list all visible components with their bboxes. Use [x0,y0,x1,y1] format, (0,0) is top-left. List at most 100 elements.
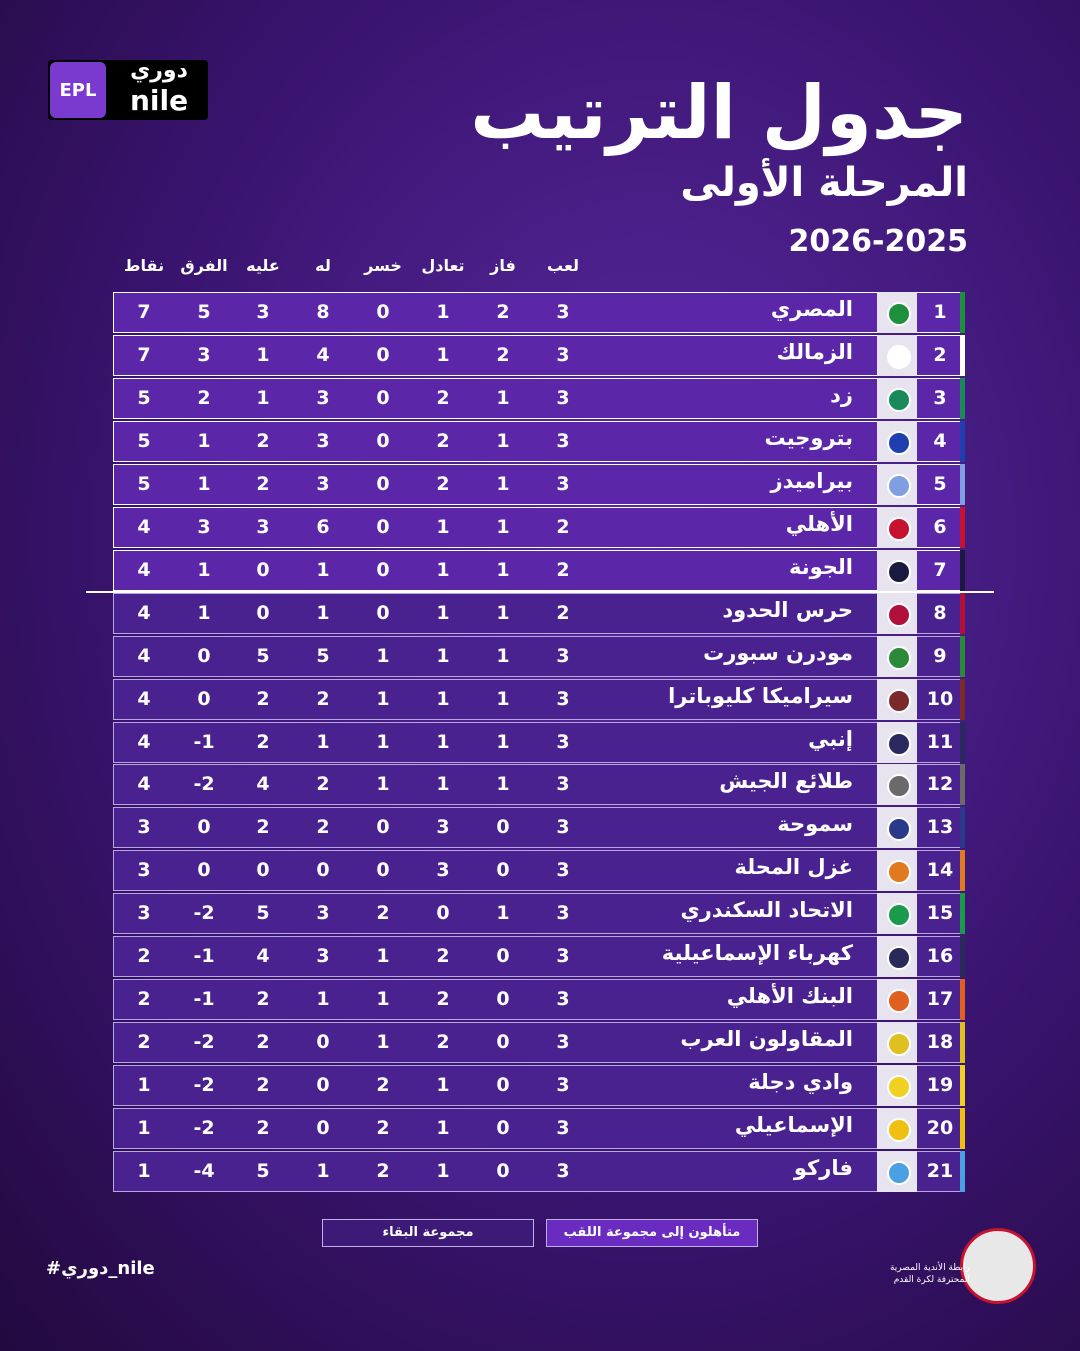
stat: 0 [376,515,390,538]
rank: 9 [933,644,947,667]
stat: 1 [496,472,510,495]
stat: 2 [256,816,270,839]
stat: 3 [137,816,151,839]
subtitle: المرحلة الأولى [680,160,968,206]
stat: 3 [256,515,270,538]
rank: 1 [933,301,947,323]
stat: 0 [496,1031,510,1054]
stat: 2 [137,945,151,968]
stat: 1 [496,730,510,753]
stat: -4 [193,1160,215,1182]
team-logo [877,936,917,978]
stat: 4 [137,644,151,667]
stat: 3 [556,644,570,667]
stat: 3 [556,301,570,323]
team-stripe [960,764,965,806]
stat: 0 [376,343,390,366]
stat: 3 [556,1117,570,1140]
federation-logo [960,1228,1036,1304]
column-header: له [315,256,331,275]
team-name: الأهلي [785,511,853,536]
stat: 2 [256,1074,270,1097]
team-stripe [960,979,965,1021]
rank: 11 [926,730,954,753]
stat: 0 [496,1160,510,1182]
table-row [113,506,965,548]
stat: 1 [436,1117,450,1140]
stat: 2 [556,601,570,624]
team-stripe [960,463,965,505]
team-stripe [960,549,965,591]
table-row [113,463,965,505]
stat: 2 [197,386,211,409]
table-row [113,1065,965,1107]
team-name: الزمالك [776,339,853,364]
table-row [113,850,965,892]
stat: 0 [496,859,510,882]
table-row [113,979,965,1021]
stat: 2 [556,515,570,538]
stat: 0 [436,902,450,925]
team-logo [877,979,917,1021]
stat: 4 [137,515,151,538]
rank: 15 [926,902,954,925]
stat: 2 [137,988,151,1011]
team-name: المقاولون العرب [680,1027,853,1052]
stat: 5 [256,644,270,667]
team-stripe [960,420,965,462]
stat: 0 [197,644,211,667]
stat: 2 [256,1117,270,1140]
rank: 10 [926,687,954,710]
stat: 1 [436,644,450,667]
table-row [113,936,965,978]
team-logo [877,463,917,505]
stat: 2 [376,902,390,925]
stat: 0 [316,859,330,882]
stat: 3 [556,1074,570,1097]
team-logo [877,764,917,806]
stat: 3 [137,859,151,882]
stat: 1 [316,730,330,753]
table-row [113,1022,965,1064]
stat: 2 [256,687,270,710]
stat: 0 [496,1074,510,1097]
team-stripe [960,678,965,720]
stat: 7 [137,301,151,323]
rank: 2 [933,343,947,366]
team-logo [877,1022,917,1064]
column-header: تعادل [421,256,465,275]
stat: 2 [316,816,330,839]
stat: 2 [137,1031,151,1054]
stat: 0 [197,687,211,710]
stat: 3 [556,945,570,968]
stat: 8 [316,301,330,323]
team-name: البنك الأهلي [726,984,853,1009]
stat: -2 [193,1074,215,1097]
team-logo [877,549,917,591]
team-logo [877,721,917,763]
column-header: نقاط [123,256,165,275]
stat: -1 [193,730,215,753]
team-name: الإسماعيلي [734,1113,853,1138]
stat: 3 [556,1031,570,1054]
stat: 1 [256,386,270,409]
team-logo [877,377,917,419]
table-row [113,1108,965,1150]
table-row [113,764,965,806]
stat: 2 [256,472,270,495]
stat: 3 [556,859,570,882]
stat: 2 [436,429,450,452]
table-row [113,893,965,935]
stat: 2 [496,301,510,323]
stat: 1 [256,343,270,366]
hashtag: #دوري_nile [46,1258,155,1279]
stat: -2 [193,1117,215,1140]
column-header: لعب [547,256,579,275]
table-row [113,807,965,849]
team-stripe [960,1065,965,1107]
team-stripe [960,1022,965,1064]
stat: 2 [436,988,450,1011]
team-logo [877,807,917,849]
stat: 1 [436,730,450,753]
stat: 2 [376,1160,390,1182]
